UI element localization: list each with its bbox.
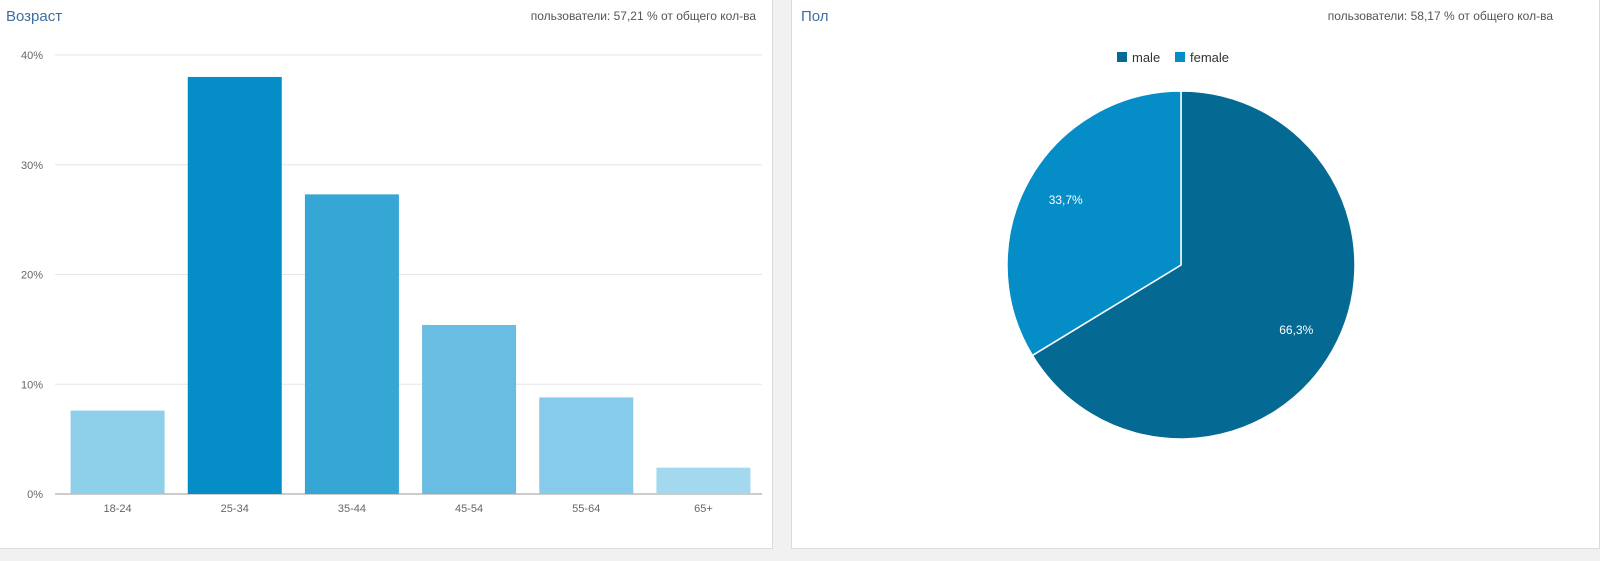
pie-slice-female[interactable] [1006, 90, 1182, 357]
age-panel: Возраст пользователи: 57,21 % от общего … [0, 0, 773, 549]
x-tick-label: 45-54 [455, 503, 483, 515]
legend-label-male[interactable]: male [1132, 50, 1160, 65]
gender-panel-subtitle: пользователи: 58,17 % от общего кол-ва [1327, 9, 1553, 23]
legend-label-female[interactable]: female [1190, 50, 1229, 65]
x-tick-label: 55-64 [572, 503, 600, 515]
gender-panel: Пол пользователи: 58,17 % от общего кол-… [791, 0, 1600, 549]
bar-35-44[interactable] [304, 194, 399, 494]
pie-slice-label-male: 66,3% [1279, 323, 1313, 337]
pie-slice-male[interactable] [1031, 90, 1356, 440]
legend-swatch-male [1117, 52, 1127, 62]
bar-65+[interactable] [656, 467, 751, 494]
x-tick-label: 35-44 [338, 503, 366, 515]
gender-panel-title: Пол [801, 8, 829, 25]
gender-pie-chart: male female 66,3% 33,7% [1006, 50, 1356, 440]
x-tick-label: 25-34 [221, 503, 249, 515]
bar-45-54[interactable] [422, 324, 517, 494]
age-panel-title: Возраст [6, 8, 63, 25]
y-tick-label: 40% [21, 50, 43, 62]
y-tick-label: 0% [27, 489, 43, 501]
bar-18-24[interactable] [70, 410, 165, 494]
bar-25-34[interactable] [187, 76, 282, 494]
age-bar-chart: 0% 10% 20% 30% 40% 18-24 25-34 35-44 45-54 55-64 6… [21, 50, 762, 515]
bar-55-64[interactable] [539, 397, 634, 494]
y-tick-label: 20% [21, 270, 43, 282]
pie-slice-label-female: 33,7% [1049, 193, 1083, 207]
y-tick-label: 30% [21, 160, 43, 172]
age-panel-subtitle: пользователи: 57,21 % от общего кол-ва [530, 9, 756, 23]
y-tick-label: 10% [21, 379, 43, 391]
x-tick-label: 18-24 [104, 503, 132, 515]
x-tick-label: 65+ [694, 503, 713, 515]
legend-swatch-female [1175, 52, 1185, 62]
